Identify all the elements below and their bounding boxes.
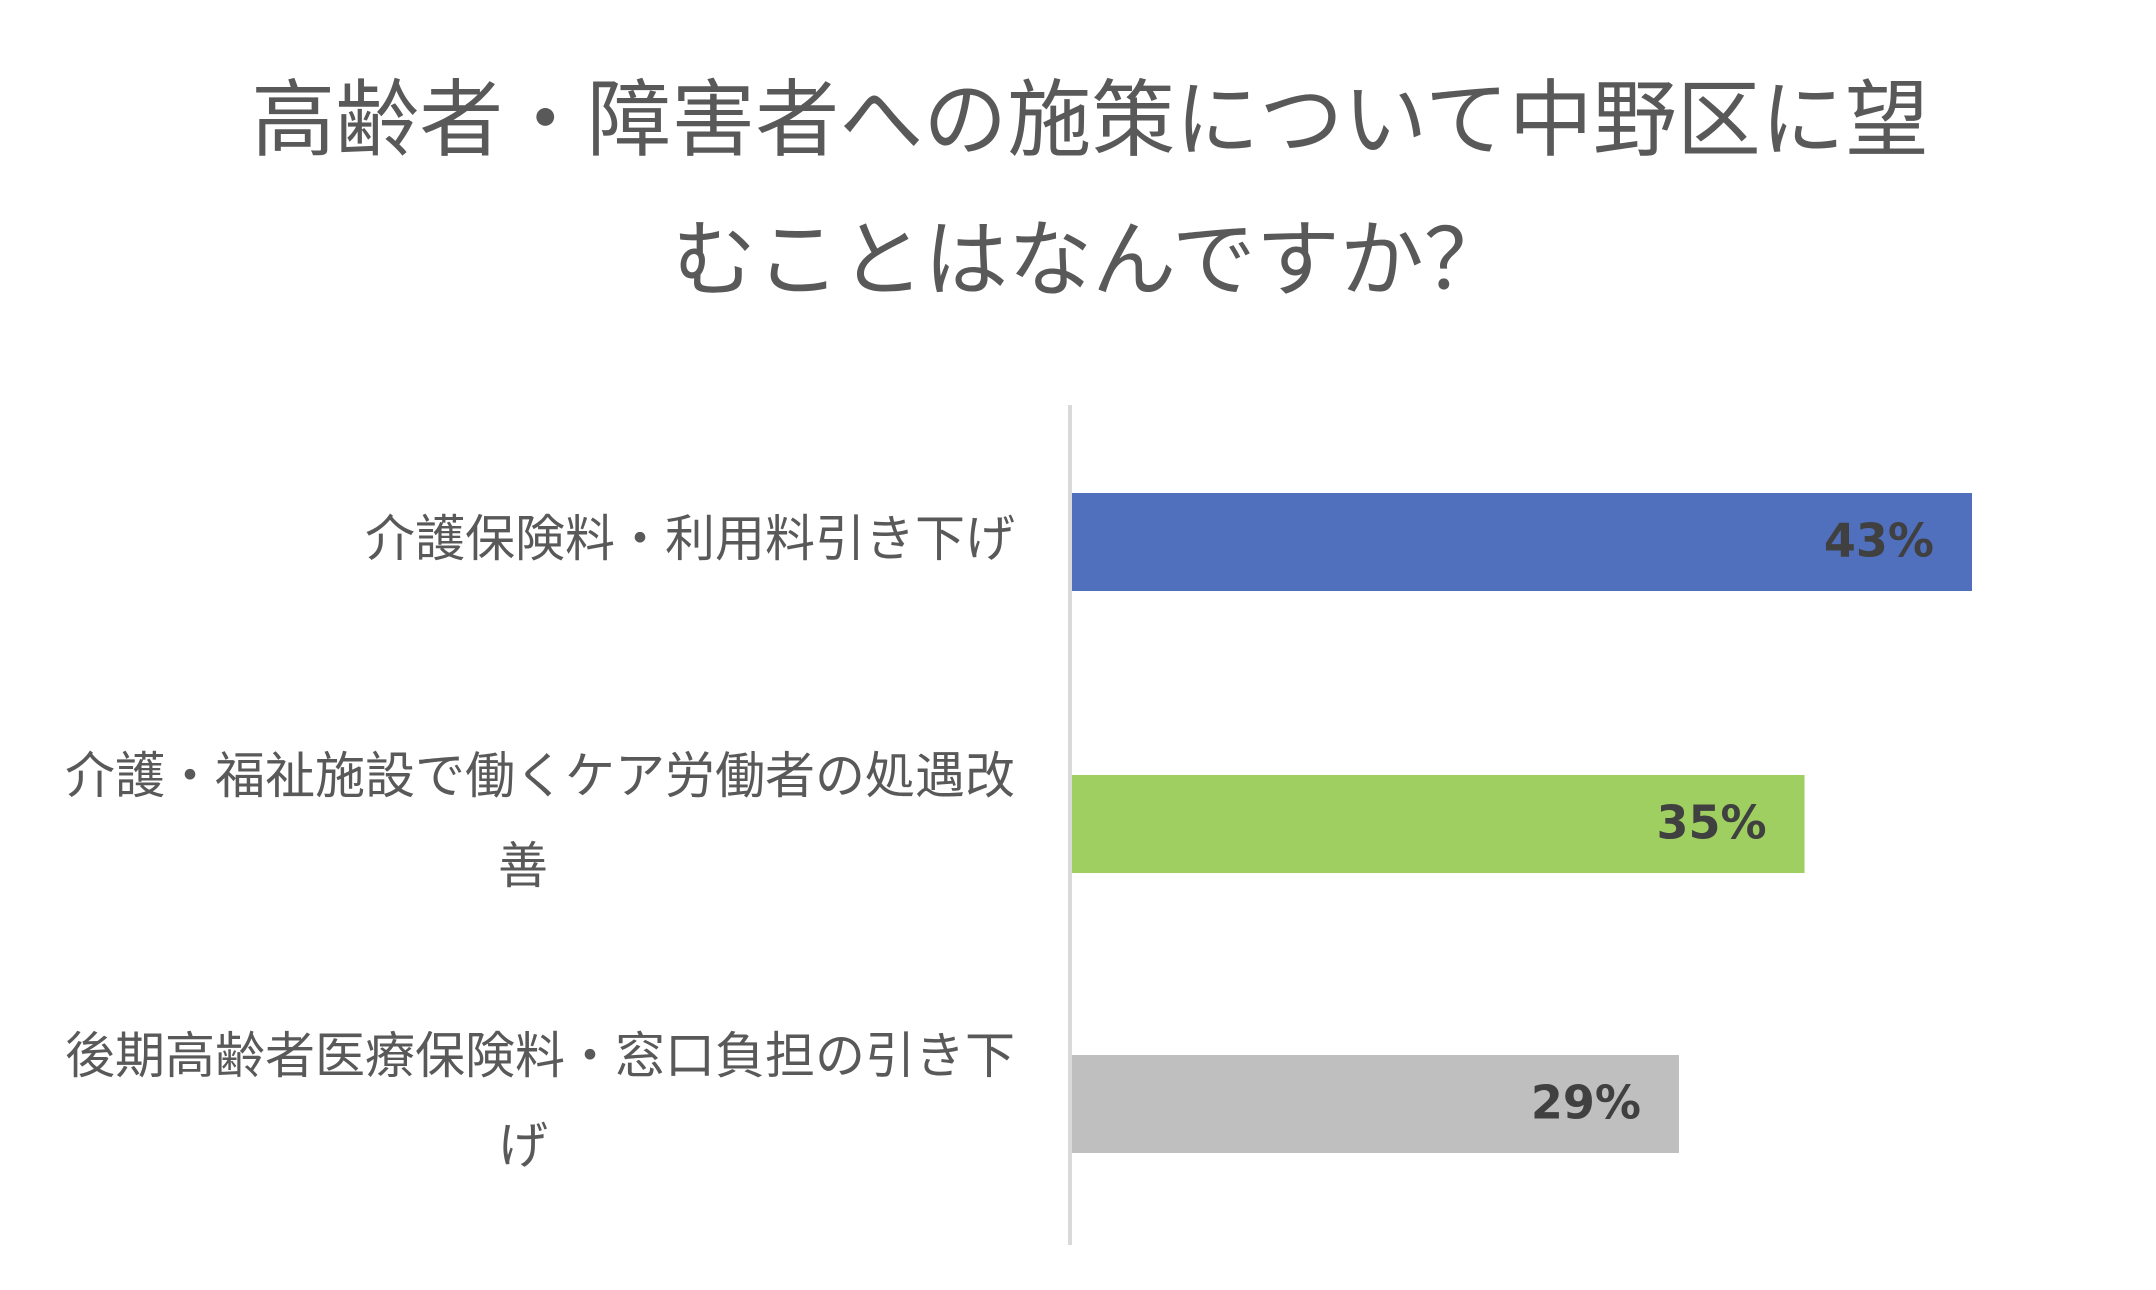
bar	[1072, 1055, 1679, 1153]
category-label-line: 介護・福祉施設で働くケア労働者の処遇改	[65, 747, 1015, 805]
bar	[1072, 493, 1972, 591]
category-label-line: 介護保険料・利用料引き下げ	[365, 510, 1015, 568]
chart-title: 高齢者・障害者への施策について中野区に望むことはなんですか？	[251, 71, 1929, 309]
bar	[1072, 775, 1805, 873]
category-label: 介護保険料・利用料引き下げ	[365, 510, 1015, 568]
category-label: 後期高齢者医療保険料・窓口負担の引き下げ	[65, 1027, 1015, 1175]
data-label: 29%	[1531, 1076, 1641, 1130]
category-label-line: 後期高齢者医療保険料・窓口負担の引き下	[65, 1027, 1015, 1085]
data-label: 35%	[1656, 796, 1766, 850]
data-label: 43%	[1824, 514, 1934, 568]
category-label: 介護・福祉施設で働くケア労働者の処遇改善	[65, 747, 1015, 895]
category-label-line: げ	[498, 1117, 548, 1175]
category-label-line: 善	[498, 837, 548, 895]
